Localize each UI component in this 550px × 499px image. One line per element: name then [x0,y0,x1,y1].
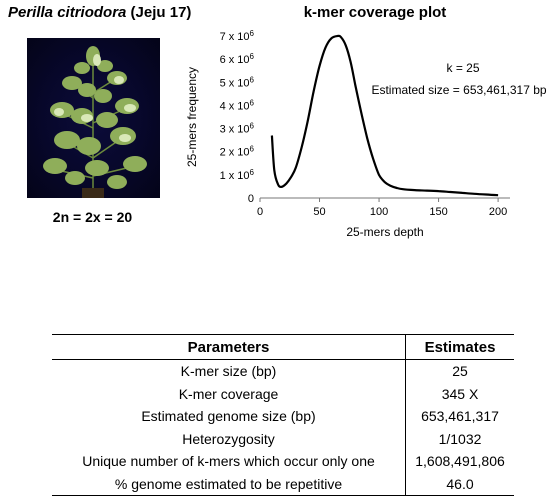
y-tick-label: 4 x 106 [220,98,255,113]
parameter-cell: % genome estimated to be repetitive [52,472,406,496]
parameter-cell: Estimated genome size (bp) [52,405,406,428]
y-tick-label: 1 x 106 [220,167,255,182]
table-row: K-mer size (bp) 25 [52,359,514,383]
estimate-cell: 653,461,317 [421,408,499,425]
plant-title: Perilla citriodora (Jeju 17) [8,4,218,21]
parameter-cell: Unique number of k-mers which occur only… [52,450,406,473]
table-header-row: Parameters Estimates [52,334,514,360]
estimate-cell: 1,608,491,806 [415,453,505,470]
x-tick-label: 0 [257,206,263,218]
x-tick-label: 200 [489,206,507,218]
estimates-table-container: Parameters Estimates K-mer size (bp) 25 … [52,334,514,496]
table-row: Unique number of k-mers which occur only… [52,450,514,473]
y-tick-label: 2 x 106 [220,144,255,159]
plant-illustration [43,46,147,198]
kmer-coverage-chart: 0 1 x 106 2 x 106 3 x 106 4 x 106 5 x 106 6 x … [185,29,547,240]
chromosome-number: 2n = 2x = 20 [52,209,133,225]
x-tick-label: 100 [370,206,388,218]
table-row: Estimated genome size (bp) 653,461,317 [52,405,514,428]
header-parameters: Parameters [52,334,406,360]
parameter-cell: K-mer size (bp) [52,359,406,383]
y-tick-label: 3 x 106 [220,121,255,136]
chart-title: k-mer coverage plot [303,4,447,21]
x-tick-label: 50 [313,206,325,218]
table-row: K-mer coverage 345 X [52,382,514,405]
table-row: % genome estimated to be repetitive 46.0 [52,472,514,496]
y-tick-label: 6 x 106 [220,52,255,66]
genome-estimates-table: Parameters Estimates K-mer size (bp) 25 … [52,334,514,496]
accession-label: (Jeju 17) [130,4,192,21]
table-row: Heterozygosity 1/1032 [52,427,514,450]
species-name: Perilla citriodora [8,4,127,21]
annotation-estimated-size: Estimated size = 653,461,317 bp [371,83,546,97]
x-tick-label: 150 [429,206,447,218]
estimate-cell: 25 [452,363,468,380]
annotation-k: k = 25 [446,61,479,75]
kmer-frequency-line [270,34,499,197]
header-estimates: Estimates [424,338,496,356]
estimate-cell: 46.0 [446,475,474,492]
x-axis-label: 25-mers depth [346,225,423,239]
x-axis-ticks: 0 50 100 150 200 [257,198,507,218]
y-axis-label: 25-mers frequency [185,67,199,167]
parameter-cell: K-mer coverage [52,382,406,405]
y-tick-label: 0 [248,193,254,205]
parameter-cell: Heterozygosity [52,427,406,450]
plant-photo [27,38,160,198]
y-axis-ticks: 0 1 x 106 2 x 106 3 x 106 4 x 106 5 x 106 6 x … [220,29,255,206]
estimate-cell: 345 X [441,385,479,402]
y-tick-label: 5 x 106 [220,75,255,90]
y-tick-label: 7 x 106 [220,29,255,44]
estimate-cell: 1/1032 [438,430,482,447]
